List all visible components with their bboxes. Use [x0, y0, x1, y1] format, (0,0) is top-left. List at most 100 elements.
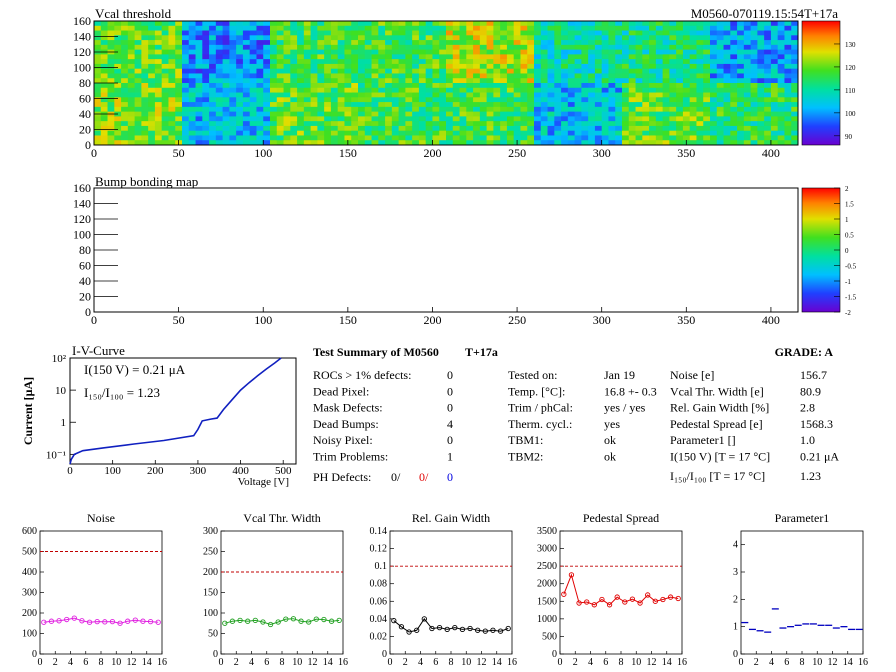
- parameter-value: 156.7: [800, 368, 827, 382]
- x-tick-label: 0: [739, 657, 744, 668]
- heatmap-cell: [750, 44, 758, 51]
- heatmap-cell: [770, 87, 779, 93]
- heatmap-cell: [276, 73, 284, 79]
- heatmap-cell: [506, 97, 515, 103]
- heatmap-cell: [317, 78, 325, 84]
- heatmap-cell: [567, 68, 576, 74]
- heatmap-cell: [628, 25, 636, 31]
- heatmap-cell: [459, 59, 467, 65]
- heatmap-cell: [249, 44, 257, 51]
- iv-x-tick-label: 500: [275, 465, 292, 477]
- heatmap-cell: [161, 49, 169, 55]
- heatmap-cell: [561, 102, 569, 108]
- heatmap-cell: [777, 87, 785, 93]
- heatmap-cell: [324, 92, 332, 98]
- heatmap-cell: [263, 116, 271, 122]
- heatmap-cell: [425, 49, 433, 55]
- heatmap-cell: [649, 68, 657, 74]
- heatmap-cell: [703, 135, 711, 141]
- y-tick-label: 40: [79, 274, 91, 288]
- heatmap-cell: [242, 30, 251, 36]
- parameter-label: Pedestal Spread [e]: [670, 417, 763, 431]
- heatmap-cell: [716, 49, 724, 55]
- heatmap-cell: [791, 63, 799, 70]
- heatmap-cell: [412, 63, 420, 70]
- heatmap-cell: [418, 35, 427, 41]
- heatmap-cell: [188, 87, 196, 93]
- heatmap-cell: [94, 125, 102, 132]
- heatmap-cell: [737, 44, 745, 51]
- heatmap-cell: [534, 87, 542, 93]
- heatmap-cell: [385, 111, 393, 117]
- y-tick-label: 100: [203, 608, 218, 619]
- heatmap-cell: [141, 49, 149, 55]
- heatmap-cell: [594, 116, 603, 122]
- heatmap-cell: [696, 44, 704, 51]
- heatmap-cell: [703, 83, 711, 89]
- heatmap-cell: [215, 87, 224, 93]
- heatmap-cell: [276, 87, 284, 93]
- heatmap-cell: [114, 130, 122, 136]
- heatmap-cell: [777, 121, 785, 127]
- heatmap-cell: [391, 63, 400, 70]
- heatmap-cell: [358, 40, 366, 46]
- heatmap-cell: [696, 54, 704, 60]
- heatmap-cell: [540, 116, 548, 122]
- heatmap-cell: [344, 125, 352, 132]
- heatmap-cell: [161, 121, 169, 127]
- heatmap-cell: [446, 97, 454, 103]
- heatmap-cell: [391, 54, 400, 60]
- heatmap-cell: [229, 140, 237, 146]
- heatmap-cell: [540, 40, 548, 46]
- heatmap-cell: [506, 25, 515, 31]
- heatmap-cell: [134, 44, 142, 51]
- heatmap-cell: [249, 121, 257, 127]
- heatmap-cell: [364, 116, 372, 122]
- heatmap-cell: [500, 87, 508, 93]
- heatmap-cell: [270, 140, 278, 146]
- heatmap-cell: [148, 49, 156, 55]
- heatmap-cell: [446, 87, 454, 93]
- heatmap-cell: [716, 25, 724, 31]
- heatmap-cell: [601, 135, 609, 141]
- heatmap-cell: [148, 40, 156, 46]
- heatmap-cell: [236, 35, 244, 41]
- summary-title: Test Summary of M0560: [313, 345, 439, 359]
- heatmap-cell: [737, 35, 745, 41]
- heatmap-cell: [676, 44, 684, 51]
- heatmap-cell: [696, 63, 704, 70]
- heatmap-cell: [716, 21, 724, 27]
- heatmap-cell: [222, 97, 230, 103]
- heatmap-cell: [168, 25, 176, 31]
- heatmap-cell: [506, 83, 515, 89]
- heatmap-cell: [737, 83, 745, 89]
- heatmap-cell: [682, 121, 691, 127]
- heatmap-cell: [730, 83, 738, 89]
- heatmap-cell: [601, 121, 609, 127]
- heatmap-cell: [385, 125, 393, 132]
- heatmap-cell: [310, 54, 318, 60]
- chart-frame: [559, 530, 683, 655]
- defect-value: 0: [447, 433, 453, 447]
- heatmap-cell: [757, 78, 765, 84]
- heatmap-cell: [588, 130, 596, 136]
- heatmap-cell: [601, 30, 609, 36]
- heatmap-cell: [655, 111, 664, 117]
- heatmap-cell: [425, 106, 433, 113]
- data-point: [229, 618, 236, 624]
- heatmap-cell: [500, 78, 508, 84]
- heatmap-cell: [114, 121, 122, 127]
- heatmap-cell: [452, 83, 460, 89]
- heatmap-cell: [263, 102, 271, 108]
- heatmap-cell: [730, 116, 738, 122]
- heatmap-cell: [534, 116, 542, 122]
- heatmap-cell: [324, 49, 332, 55]
- heatmap-cell: [608, 106, 616, 113]
- heatmap-cell: [757, 63, 765, 70]
- heatmap-cell: [628, 135, 636, 141]
- heatmap-cell: [256, 83, 264, 89]
- heatmap-cell: [540, 106, 548, 113]
- heatmap-cell: [182, 83, 190, 89]
- heatmap-cell: [777, 102, 785, 108]
- heatmap-cell: [682, 106, 691, 113]
